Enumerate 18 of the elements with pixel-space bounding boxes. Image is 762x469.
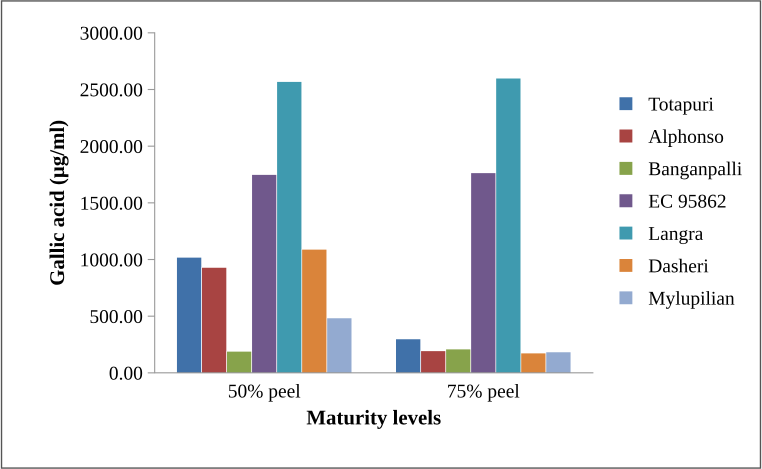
y-tick-label: 500.00 [90,310,142,324]
y-axis-title: Gallic acid (µg/ml) [50,120,69,285]
x-axis-title: Maturity levels [306,410,441,429]
y-tick-label: 3000.00 [80,26,142,40]
legend-label: Langra [648,227,704,244]
legend-label: Mylupilian [648,291,734,309]
y-tick-label: 2500.00 [80,83,142,97]
x-tick-label: 50% peel [228,384,300,402]
legend-label: Dasheri [648,258,708,272]
legend-label: Alphonso [648,129,724,147]
y-tick-label: 1000.00 [81,253,142,267]
x-tick-label: 75% peel [448,384,520,402]
y-tick-label: 0.00 [110,366,142,380]
y-tick-label: 2000.00 [80,140,142,154]
legend-label: Banganpalli [648,162,742,180]
legend-label: EC 95862 [648,194,726,208]
legend-label: Totapuri [648,98,714,115]
y-tick-label: 1500.00 [81,196,142,210]
